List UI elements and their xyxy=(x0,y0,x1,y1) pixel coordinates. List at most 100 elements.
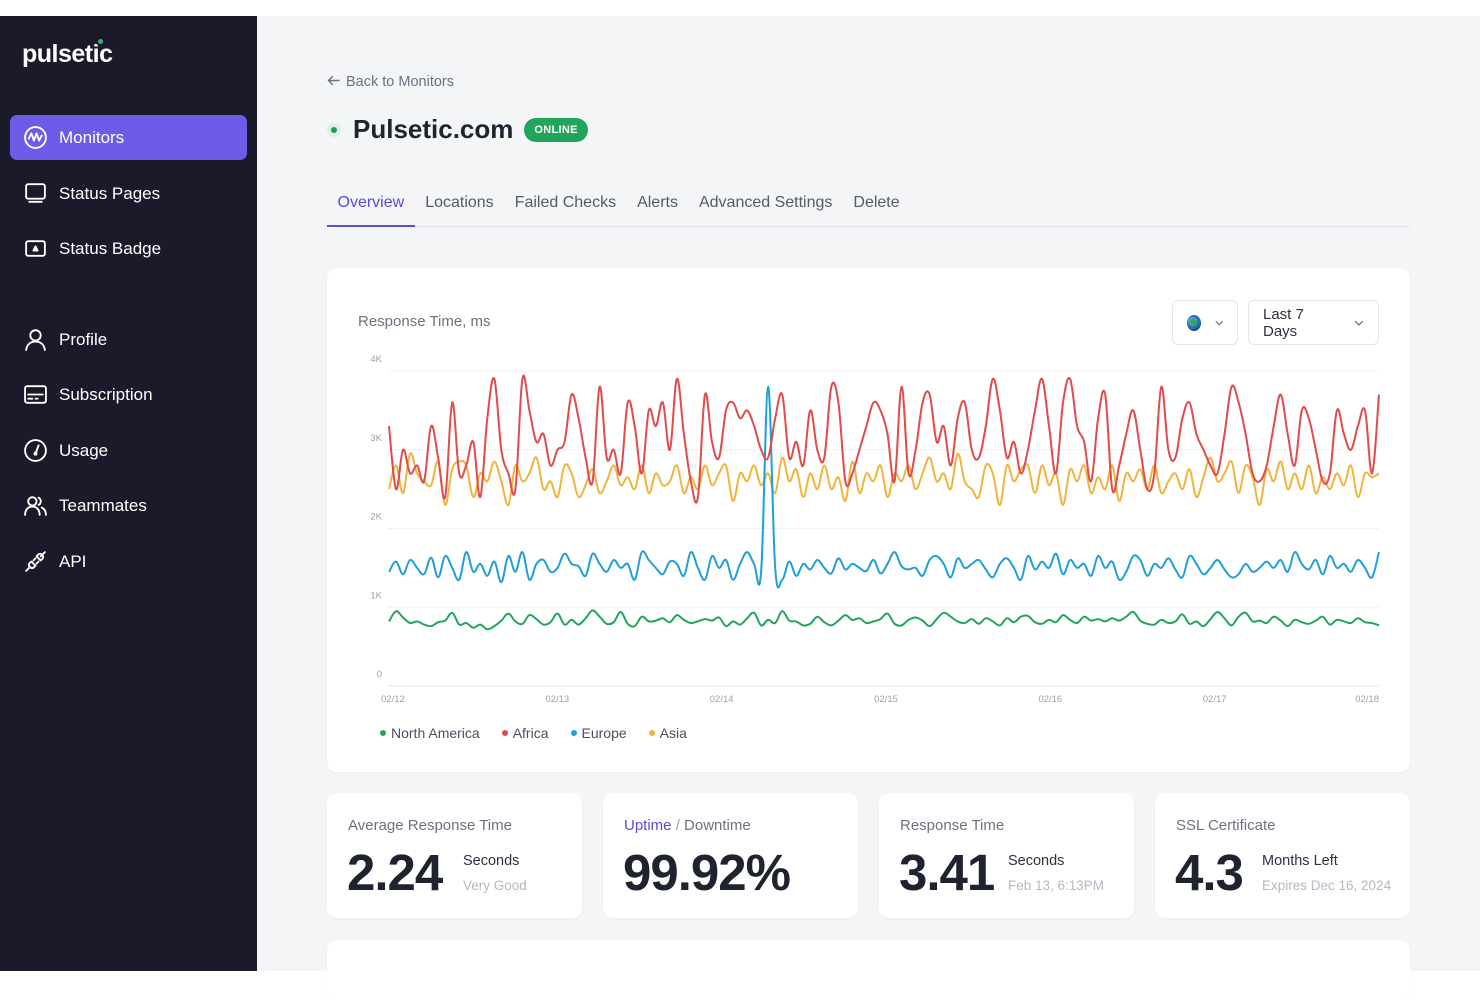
y-tick-label: 4K xyxy=(370,354,382,365)
legend-label: North America xyxy=(391,725,480,741)
range-select-value: Last 7 Days xyxy=(1263,305,1304,340)
series-line-africa xyxy=(388,374,1380,504)
uptime-label[interactable]: Uptime xyxy=(624,817,672,834)
y-tick-label: 2K xyxy=(370,512,382,523)
sidebar-item-subscription[interactable]: Subscription xyxy=(10,372,247,417)
sidebar-item-teammates[interactable]: Teammates xyxy=(10,483,247,528)
arrow-left-icon xyxy=(327,74,340,90)
chevron-down-icon xyxy=(1354,320,1364,326)
sidebar-item-api[interactable]: API xyxy=(10,539,247,584)
page-title: Pulsetic.com xyxy=(353,114,514,144)
tab-failed-checks[interactable]: Failed Checks xyxy=(514,194,617,211)
sidebar-item-label: Profile xyxy=(59,329,108,349)
stat-note: Feb 13, 6:13PM xyxy=(1008,878,1105,893)
badge-icon xyxy=(22,236,48,262)
sidebar: pulsetic Monitors Status Pages Status Ba… xyxy=(0,16,257,971)
series-line-asia xyxy=(388,452,1380,507)
legend-dot-icon xyxy=(380,730,386,736)
stat-value: 4.3 xyxy=(1175,844,1244,901)
stat-response-time: Response Time 3.41 Seconds Feb 13, 6:13P… xyxy=(879,793,1134,918)
response-time-card: Response Time, ms Last 7 Days 0 1K 2K 3K 4K 0… xyxy=(327,268,1410,772)
stat-ssl-certificate: SSL Certificate 4.3 Months Left Expires … xyxy=(1155,793,1410,918)
next-section-card xyxy=(327,940,1410,1000)
sidebar-item-label: Status Pages xyxy=(59,183,161,203)
monitor-header: Pulsetic.com ONLINE xyxy=(327,114,588,145)
tab-delete[interactable]: Delete xyxy=(853,194,900,211)
stat-note: Expires Dec 16, 2024 xyxy=(1262,878,1392,893)
chart-title: Response Time, ms xyxy=(358,313,491,330)
legend-dot-icon xyxy=(501,730,508,736)
plug-icon xyxy=(22,549,48,575)
y-tick-label: 0 xyxy=(377,669,382,680)
x-tick-label: 02/12 xyxy=(381,694,405,705)
legend-dot-icon xyxy=(570,730,577,736)
tab-overview[interactable]: Overview xyxy=(327,186,415,227)
stat-average-response-time: Average Response Time 2.24 Seconds Very … xyxy=(327,793,582,918)
x-tick-label: 02/16 xyxy=(1038,694,1062,705)
sidebar-item-usage[interactable]: Usage xyxy=(10,428,247,473)
legend-item-africa[interactable]: Africa xyxy=(501,725,549,741)
users-icon xyxy=(22,493,48,519)
sidebar-item-label: Status Badge xyxy=(59,238,162,258)
legend-label: Africa xyxy=(512,725,549,741)
tab-locations[interactable]: Locations xyxy=(425,194,494,211)
legend-item-europe[interactable]: Europe xyxy=(570,725,627,741)
user-icon xyxy=(22,327,48,353)
globe-icon xyxy=(1187,314,1201,331)
tab-advanced-settings[interactable]: Advanced Settings xyxy=(698,194,833,211)
stat-unit: Seconds xyxy=(463,853,520,869)
stat-label: Uptime / Downtime xyxy=(624,817,751,834)
x-tick-label: 02/17 xyxy=(1203,694,1227,705)
x-tick-label: 02/13 xyxy=(545,694,569,705)
brand-logo[interactable]: pulsetic xyxy=(22,37,113,69)
label-separator: / xyxy=(675,817,680,834)
range-select[interactable]: Last 7 Days xyxy=(1248,300,1379,345)
back-link[interactable]: Back to Monitors xyxy=(327,74,454,90)
downtime-label[interactable]: Downtime xyxy=(684,817,751,834)
response-time-chart: 0 1K 2K 3K 4K 02/12 02/13 02/14 02/15 02/16 02/17 0… xyxy=(370,354,1380,705)
series-line-europe xyxy=(388,385,1380,589)
stat-label: Response Time xyxy=(900,817,1005,834)
legend-dot-icon xyxy=(648,730,655,736)
monitor-icon xyxy=(22,181,48,207)
status-badge: ONLINE xyxy=(524,117,588,142)
y-tick-label: 1K xyxy=(370,590,382,601)
stat-unit: Months Left xyxy=(1262,853,1338,869)
stat-value: 99.92% xyxy=(623,844,791,901)
stat-label: SSL Certificate xyxy=(1176,817,1276,834)
stat-unit: Seconds xyxy=(1008,853,1065,869)
sidebar-item-label: Teammates xyxy=(59,495,147,515)
sidebar-item-status-pages[interactable]: Status Pages xyxy=(10,171,247,216)
stat-value: 3.41 xyxy=(899,844,995,901)
x-tick-label: 02/15 xyxy=(874,694,898,705)
tab-alerts[interactable]: Alerts xyxy=(637,194,678,211)
legend-item-north-america[interactable]: North America xyxy=(380,725,480,741)
tab-bar: Overview Locations Failed Checks Alerts … xyxy=(327,186,1410,227)
stat-label: Average Response Time xyxy=(348,817,512,834)
stat-uptime: Uptime / Downtime 99.92% xyxy=(603,793,858,918)
gauge-icon xyxy=(22,438,48,464)
sidebar-item-profile[interactable]: Profile xyxy=(10,317,247,362)
x-tick-label: 02/14 xyxy=(710,694,734,705)
chart-legend: North America Africa Europe Asia xyxy=(380,725,687,741)
legend-item-asia[interactable]: Asia xyxy=(648,725,687,741)
stat-value: 2.24 xyxy=(347,844,443,901)
sidebar-item-label: Monitors xyxy=(59,127,125,147)
back-link-label: Back to Monitors xyxy=(346,74,454,90)
chevron-down-icon xyxy=(1214,320,1223,325)
sidebar-item-label: API xyxy=(59,551,87,571)
x-tick-label: 02/18 xyxy=(1355,694,1379,705)
logo-dot-icon xyxy=(96,37,105,46)
card-icon xyxy=(22,382,48,408)
stat-note: Very Good xyxy=(463,878,527,893)
region-select[interactable] xyxy=(1172,300,1238,345)
series-line-north-america xyxy=(388,609,1380,631)
sidebar-item-label: Usage xyxy=(59,440,109,460)
online-status-icon xyxy=(327,122,341,137)
sidebar-item-status-badge[interactable]: Status Badge xyxy=(10,226,247,271)
pulse-icon xyxy=(22,125,48,151)
app-window: pulsetic Monitors Status Pages Status Ba… xyxy=(0,16,1480,1000)
sidebar-item-monitors[interactable]: Monitors xyxy=(10,115,247,160)
y-tick-label: 3K xyxy=(370,433,382,444)
legend-label: Asia xyxy=(659,725,687,741)
